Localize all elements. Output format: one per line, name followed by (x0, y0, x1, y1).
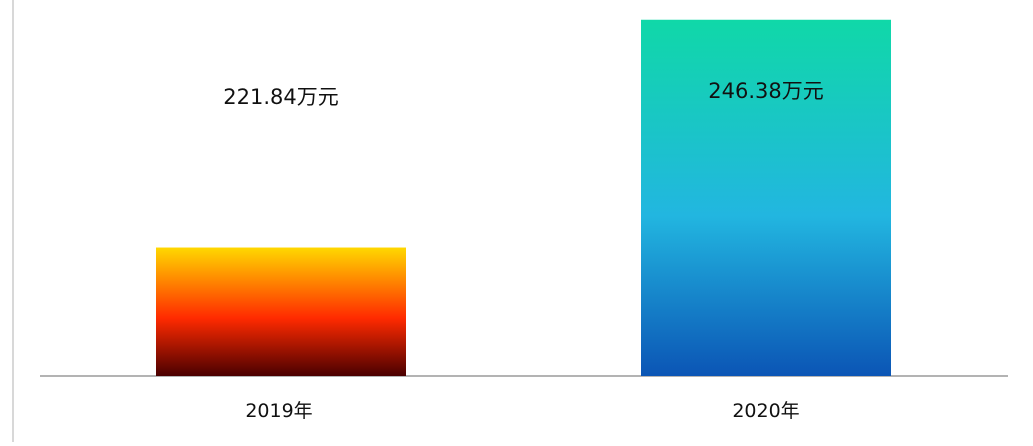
bar-1 (156, 247, 406, 376)
bars-layer (156, 19, 891, 376)
data-labels-layer: 221.84万元 246.38万元 (223, 79, 823, 109)
x-tick-label-2: 2020年 (732, 400, 799, 422)
bar-2 (641, 19, 891, 376)
data-label-2: 246.38万元 (708, 79, 823, 103)
data-label-1: 221.84万元 (223, 85, 338, 109)
x-tick-labels-layer: 2019年 2020年 (245, 400, 799, 422)
x-tick-label-1: 2019年 (245, 400, 312, 422)
